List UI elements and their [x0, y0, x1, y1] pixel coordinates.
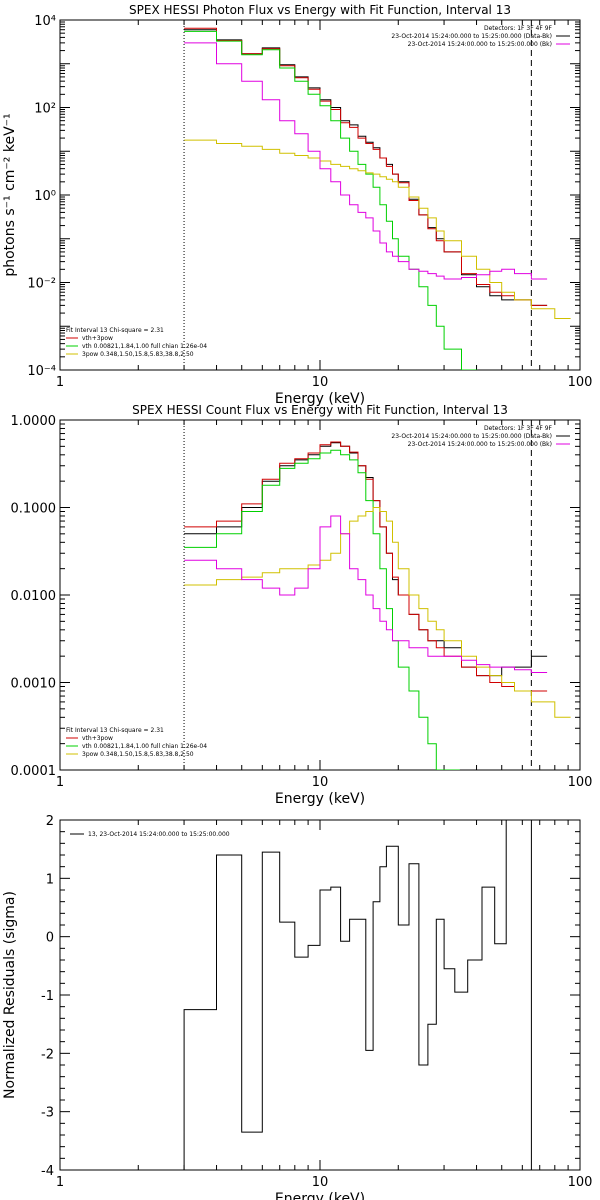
x-tick-label: 100: [568, 775, 593, 790]
y-tick-label: -3: [41, 1106, 54, 1121]
x-axis-label: Energy (keV): [275, 791, 365, 807]
chart-title: SPEX HESSI Count Flux vs Energy with Fit…: [132, 403, 508, 417]
series-bk: [184, 515, 548, 673]
y-tick-label: 10⁻⁴: [27, 364, 56, 379]
y-tick-label: 10⁴: [34, 14, 56, 29]
y-tick-label: -2: [41, 1047, 54, 1062]
chart-title: SPEX HESSI Photon Flux vs Energy with Fi…: [129, 3, 511, 17]
info-line: 23-Oct-2014 15:24:00.000 to 15:25:00.000…: [408, 41, 552, 48]
legend-entry: 3pow 0.348,1.50,15.8,5.83,38.8,2.50: [82, 351, 194, 358]
y-tick-label: 0.0100: [11, 589, 57, 604]
y-tick-label: 0.0001: [11, 764, 57, 779]
panel-1: SPEX HESSI Photon Flux vs Energy with Fi…: [2, 3, 592, 407]
info-line: 23-Oct-2014 15:24:00.000 to 15:25:00.000…: [391, 433, 552, 440]
y-axis-label: photons s⁻¹ cm⁻² keV⁻¹: [2, 113, 18, 276]
series-vth-3pow: [184, 441, 548, 692]
legend-entry: vth 0.00821,1.84,1.00 full chian 1.26e-0…: [82, 343, 207, 350]
plot-area: [183, 820, 532, 1170]
panel-2: SPEX HESSI Count Flux vs Energy with Fit…: [11, 403, 593, 807]
x-axis-label: Energy (keV): [275, 391, 365, 407]
info-line: 23-Oct-2014 15:24:00.000 to 15:25:00.000…: [391, 33, 552, 40]
x-tick-label: 10: [312, 375, 329, 390]
info-line: Detectors: 1F 3F 4F 9F: [484, 25, 553, 32]
info-line: 23-Oct-2014 15:24:00.000 to 15:25:00.000…: [408, 441, 552, 448]
series-3pow: [184, 507, 571, 718]
plot-area: [184, 441, 571, 770]
y-tick-label: 10⁰: [34, 189, 56, 204]
x-tick-label: 1: [56, 1175, 64, 1190]
plot-area: [184, 27, 571, 370]
legend-entry: 3pow 0.348,1.50,15.8,5.83,38.8,2.50: [82, 751, 194, 758]
x-tick-label: 10: [312, 775, 329, 790]
legend-title: Fit Interval 13 Chi-square = 2.31: [66, 727, 164, 734]
y-tick-label: -4: [41, 1164, 54, 1179]
y-axis-label: Normalized Residuals (sigma): [2, 891, 18, 1099]
x-tick-label: 10: [312, 1175, 329, 1190]
y-tick-label: 1.0000: [11, 414, 57, 429]
y-tick-label: -1: [41, 989, 54, 1004]
y-tick-label: 0.1000: [11, 502, 57, 517]
x-tick-label: 1: [56, 375, 64, 390]
x-axis-label: Energy (keV): [275, 1191, 365, 1200]
y-tick-label: 2: [46, 814, 54, 829]
plot-frame: [59, 19, 581, 371]
panel-3: 1 10 100 -4 -3 -2 -1 0 1 2 Energy (keV) Normalized …: [2, 814, 592, 1200]
x-tick-label: 1: [56, 775, 64, 790]
y-tick-label: 10²: [34, 102, 56, 117]
x-tick-label: 100: [568, 375, 593, 390]
series-vth: [184, 30, 478, 370]
plot-frame: [59, 819, 581, 1171]
plot-frame: [59, 419, 581, 771]
y-tick-label: 10⁻²: [27, 277, 56, 292]
legend-entry: vth+3pow: [82, 735, 113, 742]
series-vth: [184, 449, 460, 770]
legend-title: Fit Interval 13 Chi-square = 2.31: [66, 327, 164, 334]
legend-entry: 13, 23-Oct-2014 15:24:00.000 to 15:25:00…: [88, 831, 230, 838]
series-residuals: [183, 820, 532, 1170]
series-bk: [184, 42, 548, 280]
y-tick-label: 0.0010: [11, 677, 57, 692]
legend-entry: vth 0.00821,1.84,1.00 full chian 1.26e-0…: [82, 743, 207, 750]
x-tick-label: 100: [568, 1175, 593, 1190]
y-tick-label: 0: [46, 931, 54, 946]
legend-entry: vth+3pow: [82, 335, 113, 342]
series-3pow: [184, 139, 571, 319]
info-line: Detectors: 1F 3F 4F 9F: [484, 425, 553, 432]
y-tick-label: 1: [46, 872, 54, 887]
